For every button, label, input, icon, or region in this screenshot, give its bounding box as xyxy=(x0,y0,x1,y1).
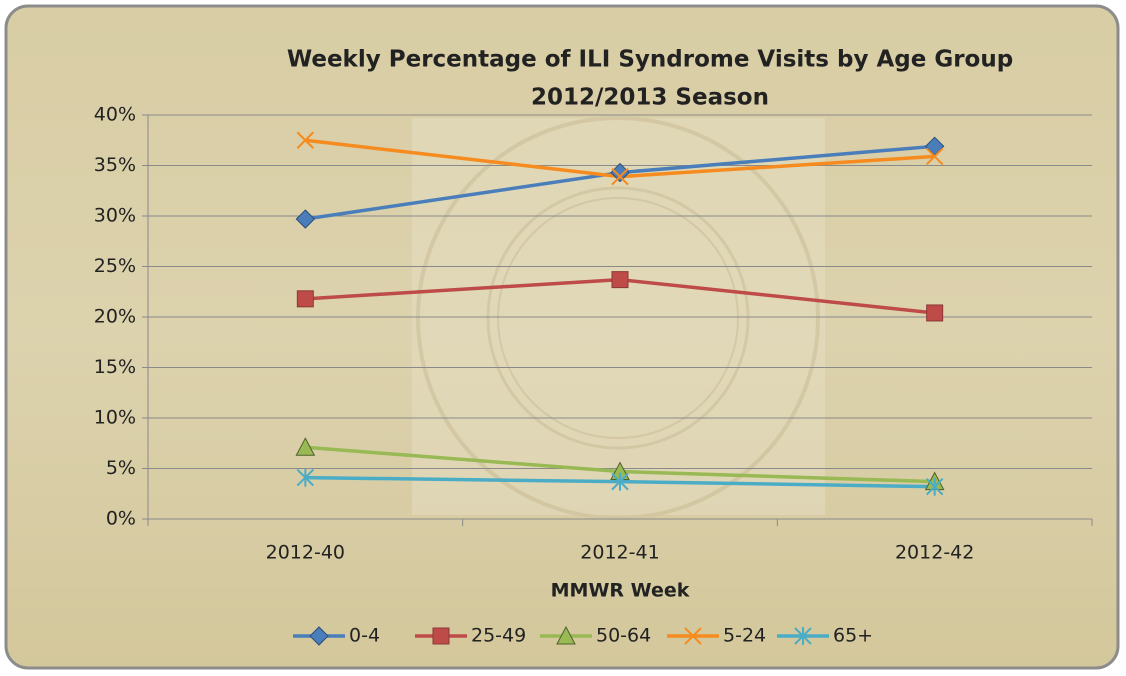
legend-marker xyxy=(794,627,812,645)
y-tick-label: 40% xyxy=(94,104,136,126)
chart-title: Weekly Percentage of ILI Syndrome Visits… xyxy=(287,47,1013,73)
x-tick-label: 2012-42 xyxy=(895,542,974,564)
y-tick-label: 0% xyxy=(106,508,136,530)
y-tick-label: 10% xyxy=(94,407,136,429)
legend-label: 50-64 xyxy=(596,625,651,647)
y-tick-label: 20% xyxy=(94,306,136,328)
x-tick-label: 2012-41 xyxy=(580,542,659,564)
legend-label: 0-4 xyxy=(349,625,380,647)
chart-subtitle: 2012/2013 Season xyxy=(531,85,769,111)
x-tick-label: 2012-40 xyxy=(266,542,345,564)
marker xyxy=(296,131,315,149)
y-tick-label: 15% xyxy=(94,356,136,378)
legend-marker xyxy=(309,626,329,646)
y-tick-label: 25% xyxy=(94,255,136,277)
y-tick-label: 35% xyxy=(94,154,136,176)
legend-marker xyxy=(684,627,702,645)
legend-label: 65+ xyxy=(833,625,873,647)
legend-label: 5-24 xyxy=(723,625,766,647)
marker xyxy=(296,468,315,487)
marker xyxy=(611,472,629,491)
legend-label: 25-49 xyxy=(471,625,526,647)
marker xyxy=(611,271,629,289)
y-tick-label: 5% xyxy=(106,457,136,479)
legend-marker xyxy=(556,625,576,645)
marker xyxy=(925,477,944,496)
marker xyxy=(295,437,316,456)
marker xyxy=(295,209,316,229)
x-axis-label: MMWR Week xyxy=(551,580,690,602)
marker xyxy=(296,290,314,308)
y-tick-label: 30% xyxy=(94,205,136,227)
marker xyxy=(611,167,629,186)
legend-marker xyxy=(432,627,450,645)
marker xyxy=(925,147,944,166)
marker xyxy=(926,304,944,322)
